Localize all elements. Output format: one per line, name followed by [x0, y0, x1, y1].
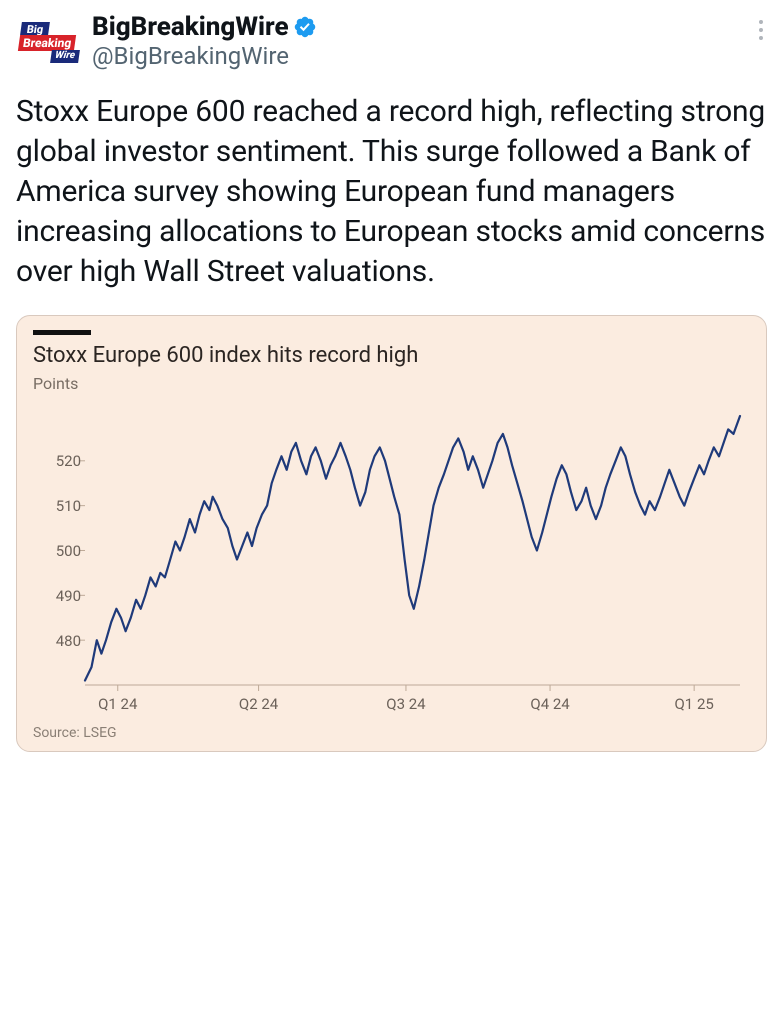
logo-text-top: Big	[20, 22, 50, 35]
account-name-block: BigBreakingWire @BigBreakingWire	[92, 12, 745, 70]
x-tick-label: Q2 24	[239, 695, 278, 713]
chart-source: Source: LSEG	[33, 725, 750, 741]
chart-title: Stoxx Europe 600 index hits record high	[33, 343, 750, 368]
y-tick-label: 510	[41, 497, 81, 515]
account-logo: Big Breaking Wire	[19, 22, 79, 68]
y-tick-label: 500	[41, 542, 81, 560]
y-tick-label: 480	[41, 632, 81, 650]
chart-subtitle: Points	[33, 374, 750, 393]
x-tick-label: Q1 24	[98, 695, 137, 713]
x-tick-label: Q4 24	[530, 695, 569, 713]
chart-card[interactable]: Stoxx Europe 600 index hits record high …	[16, 315, 767, 752]
avatar[interactable]: Big Breaking Wire	[16, 12, 82, 78]
chart-plot: 480 490 500 510 520 Q1 24 Q2 24 Q3 24 Q4 24 Q1 25	[33, 399, 750, 719]
display-name[interactable]: BigBreakingWire	[92, 12, 289, 42]
tweet-header: Big Breaking Wire BigBreakingWire @BigBr…	[16, 12, 767, 78]
logo-text-bot: Wire	[50, 50, 80, 63]
handle[interactable]: @BigBreakingWire	[92, 42, 745, 70]
verified-badge-icon	[293, 15, 317, 39]
y-tick-label: 520	[41, 452, 81, 470]
chart-accent-bar	[33, 330, 91, 335]
tweet-text: Stoxx Europe 600 reached a record high, …	[16, 92, 767, 291]
more-options-button[interactable]	[755, 12, 767, 48]
x-tick-label: Q3 24	[386, 695, 425, 713]
y-tick-label: 490	[41, 587, 81, 605]
tweet-container: Big Breaking Wire BigBreakingWire @BigBr…	[0, 0, 783, 764]
x-tick-label: Q1 25	[674, 695, 713, 713]
logo-text-mid: Breaking	[18, 35, 77, 51]
